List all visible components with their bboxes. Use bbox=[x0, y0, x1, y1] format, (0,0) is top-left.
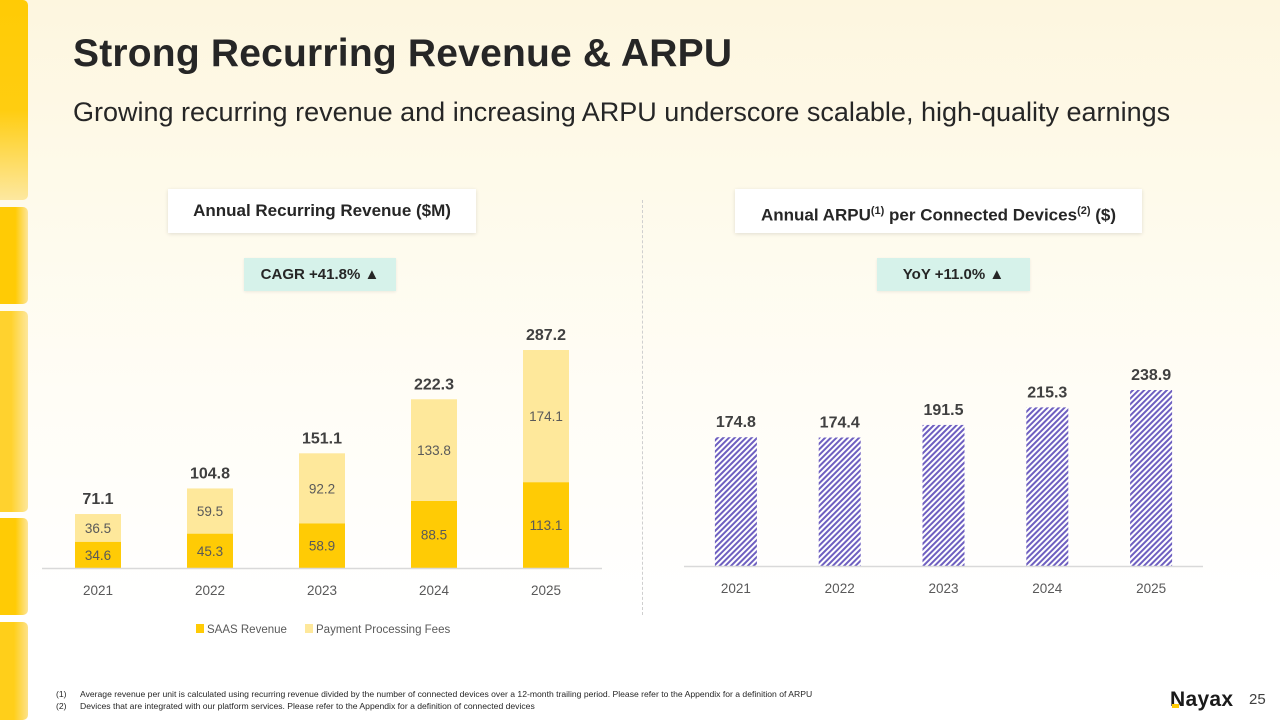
arr-bar-payment-2021 bbox=[75, 514, 121, 542]
arr-bar-saas-2025 bbox=[523, 482, 569, 568]
footnote-text: Average revenue per unit is calculated u… bbox=[80, 689, 813, 699]
arr-bar-payment-2023 bbox=[299, 453, 345, 524]
arr-segment-label: 34.6 bbox=[85, 548, 111, 563]
side-accent-tile bbox=[0, 0, 28, 200]
arpu-bar-2025 bbox=[1130, 390, 1173, 566]
arpu-x-tick-label: 2025 bbox=[1136, 581, 1166, 596]
side-accent-tile bbox=[0, 518, 28, 615]
arr-x-tick-label: 2024 bbox=[419, 583, 450, 598]
arr-segment-label: 92.2 bbox=[309, 481, 335, 496]
arr-chart: 34.6 36.5 71.1 2021 45.3 59.5 104.8 2022 58.9 92.… bbox=[42, 327, 602, 636]
footnote-ref-1: (1) bbox=[870, 205, 885, 217]
arpu-bar-2024 bbox=[1026, 407, 1069, 566]
arr-x-tick-label: 2022 bbox=[195, 583, 225, 598]
side-accent-tile bbox=[0, 207, 28, 304]
arpu-value-label: 174.4 bbox=[820, 415, 860, 432]
arr-segment-label: 88.5 bbox=[421, 527, 447, 542]
arr-segment-label: 174.1 bbox=[529, 409, 563, 424]
cagr-badge: CAGR +41.8% ▲ bbox=[244, 258, 396, 291]
arpu-chart: 174.8 2021 174.4 2022 191.5 2023 215.3 2024 238.… bbox=[684, 367, 1203, 596]
footnote-2: (2) Devices that are integrated with our… bbox=[56, 700, 812, 712]
legend-label-payment: Payment Processing Fees bbox=[316, 624, 450, 636]
legend-swatch-saas bbox=[196, 624, 204, 633]
slide-title: Strong Recurring Revenue & ARPU bbox=[73, 32, 733, 75]
arr-total-label: 287.2 bbox=[526, 327, 566, 344]
arr-total-label: 151.1 bbox=[302, 430, 342, 447]
arpu-title-text: per Connected Devices bbox=[884, 205, 1078, 225]
arpu-value-label: 191.5 bbox=[923, 402, 963, 419]
slide-subtitle: Growing recurring revenue and increasing… bbox=[73, 97, 1171, 127]
arr-bar-payment-2025 bbox=[523, 350, 569, 483]
arpu-title-text: ($) bbox=[1090, 205, 1117, 225]
arpu-title-text: Annual ARPU bbox=[760, 205, 871, 225]
arpu-bar-2023 bbox=[922, 424, 965, 566]
arpu-x-tick-label: 2022 bbox=[825, 581, 855, 596]
yoy-badge: YoY +11.0% ▲ bbox=[877, 258, 1030, 291]
arr-total-label: 104.8 bbox=[190, 465, 230, 482]
arr-segment-label: 113.1 bbox=[530, 518, 563, 533]
arr-x-tick-label: 2023 bbox=[307, 583, 337, 598]
arr-bar-saas-2023 bbox=[299, 523, 345, 568]
legend-swatch-payment bbox=[305, 624, 313, 633]
arr-total-label: 71.1 bbox=[82, 491, 113, 508]
arr-segment-label: 58.9 bbox=[309, 539, 335, 554]
legend-label-saas: SAAS Revenue bbox=[207, 624, 287, 636]
side-accent-tile bbox=[0, 622, 28, 720]
arr-chart-title: Annual Recurring Revenue ($M) bbox=[168, 189, 476, 233]
arpu-x-tick-label: 2023 bbox=[928, 581, 958, 596]
footnote-number: (1) bbox=[56, 689, 67, 699]
arpu-value-label: 215.3 bbox=[1027, 384, 1067, 401]
arr-segment-label: 133.8 bbox=[417, 443, 451, 458]
arr-bar-payment-2022 bbox=[187, 488, 233, 534]
arr-bar-payment-2024 bbox=[411, 399, 457, 501]
arr-segment-label: 59.5 bbox=[197, 504, 223, 519]
footnote-text: Devices that are integrated with our pla… bbox=[80, 701, 535, 711]
arr-segment-label: 36.5 bbox=[85, 521, 111, 536]
arpu-chart-title: Annual ARPU(1) per Connected Devices(2) … bbox=[735, 189, 1142, 233]
logo-text: Nayax bbox=[1170, 688, 1234, 711]
page-number: 25 bbox=[1249, 691, 1266, 708]
arpu-bar-2022 bbox=[818, 437, 861, 566]
nayax-logo: Nayax bbox=[1170, 688, 1233, 712]
arr-bar-saas-2021 bbox=[75, 541, 121, 568]
arpu-x-tick-label: 2024 bbox=[1032, 581, 1063, 596]
arr-x-tick-label: 2021 bbox=[83, 583, 113, 598]
footnote-number: (2) bbox=[56, 701, 67, 711]
arr-x-tick-label: 2025 bbox=[531, 583, 561, 598]
footnotes: (1) Average revenue per unit is calculat… bbox=[56, 688, 812, 712]
arr-bar-saas-2024 bbox=[411, 500, 457, 568]
arpu-bar-2021 bbox=[714, 437, 757, 566]
panel-divider bbox=[642, 200, 643, 615]
arr-segment-label: 45.3 bbox=[197, 544, 223, 559]
arpu-value-label: 174.8 bbox=[716, 414, 756, 431]
arpu-x-tick-label: 2021 bbox=[721, 581, 751, 596]
side-accent-tile bbox=[0, 311, 28, 512]
arr-bar-saas-2022 bbox=[187, 533, 233, 568]
arr-total-label: 222.3 bbox=[414, 376, 454, 393]
arpu-value-label: 238.9 bbox=[1131, 367, 1171, 384]
footnote-ref-2: (2) bbox=[1077, 205, 1091, 217]
footnote-1: (1) Average revenue per unit is calculat… bbox=[56, 688, 812, 700]
